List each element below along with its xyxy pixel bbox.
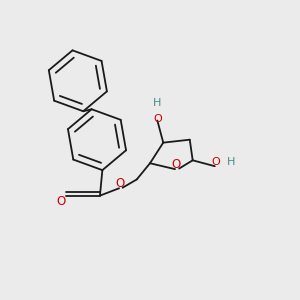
- Text: O: O: [56, 195, 66, 208]
- Text: H: H: [153, 98, 161, 108]
- Text: O: O: [115, 177, 124, 190]
- Text: O: O: [211, 157, 220, 167]
- Text: O: O: [153, 114, 162, 124]
- Text: O: O: [171, 158, 181, 171]
- Text: H: H: [227, 158, 235, 167]
